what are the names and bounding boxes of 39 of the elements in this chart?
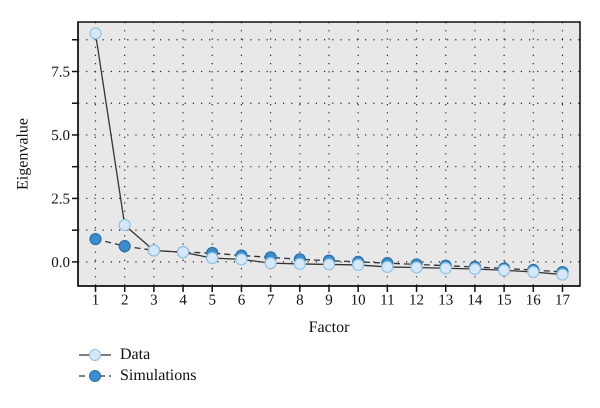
point	[410, 261, 423, 274]
point	[381, 260, 394, 274]
y-tick-label: 7.5	[51, 64, 70, 80]
legend-label: Simulations	[120, 366, 196, 384]
y-tick-label: 5.0	[51, 128, 70, 144]
x-tick-label: 16	[526, 292, 542, 309]
x-tick-label: 8	[296, 292, 304, 309]
x-tick-label: 13	[438, 292, 454, 309]
legend-label: Data	[120, 346, 150, 364]
point	[206, 252, 218, 264]
x-tick-label: 11	[380, 292, 395, 309]
x-tick-label: 14	[467, 292, 483, 309]
x-tick-label: 12	[409, 292, 424, 309]
point	[352, 258, 364, 272]
point	[118, 218, 131, 232]
x-tick-label: 3	[150, 292, 158, 309]
x-tick-label: 7	[266, 292, 275, 309]
x-axis-title: Factor	[308, 319, 350, 336]
point	[322, 258, 336, 271]
point	[294, 258, 306, 270]
x-tick-label: 4	[179, 292, 188, 309]
x-tick-label: 9	[325, 292, 333, 309]
x-tick-label: 6	[238, 292, 246, 309]
point	[118, 240, 131, 252]
x-tick-label: 10	[350, 292, 366, 309]
point	[556, 268, 569, 281]
x-tick-label: 5	[208, 292, 216, 309]
y-tick-label: 0.0	[51, 254, 70, 271]
point	[235, 253, 248, 266]
y-axis-title: Eigenvalue	[14, 118, 32, 190]
x-tick-label: 17	[554, 292, 570, 309]
x-tick-label: 2	[120, 292, 128, 309]
point	[89, 232, 102, 246]
point	[264, 257, 277, 270]
point	[440, 262, 452, 274]
point	[89, 27, 102, 40]
x-tick-label: 15	[496, 292, 512, 309]
y-tick-label: 2.5	[51, 191, 70, 208]
x-tick-label: 1	[92, 292, 100, 309]
